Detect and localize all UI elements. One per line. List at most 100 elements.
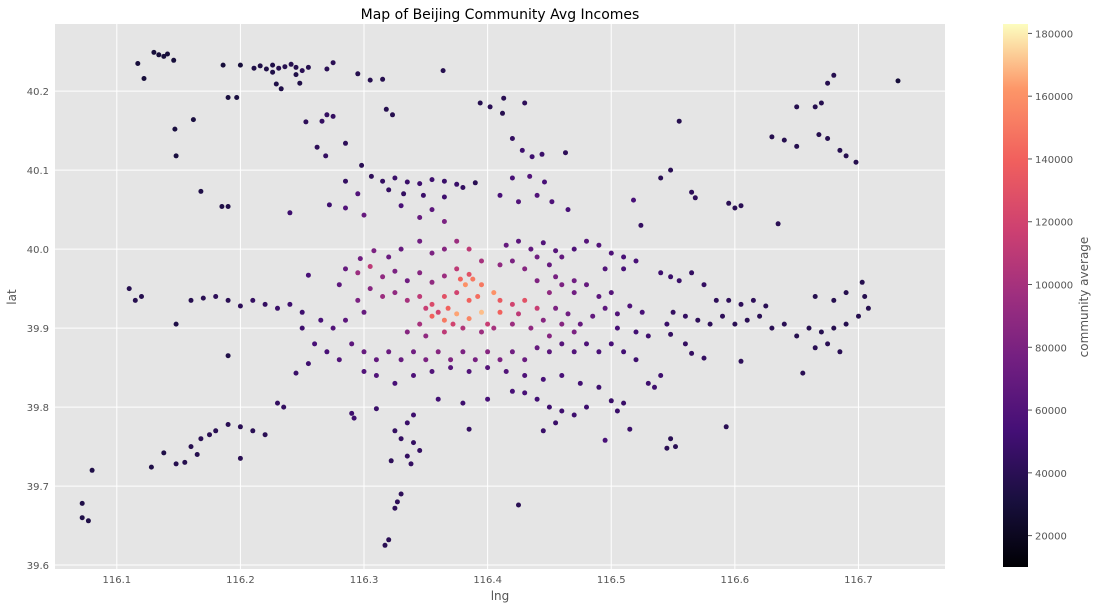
data-point: [435, 396, 441, 402]
data-point: [744, 317, 750, 323]
data-point: [324, 349, 330, 355]
data-point: [540, 317, 546, 323]
colorbar-tick-label: 20000: [1035, 532, 1067, 543]
data-point: [161, 450, 167, 456]
data-point: [225, 204, 231, 209]
data-point: [190, 117, 196, 123]
data-point: [534, 192, 540, 198]
y-tick-label: 39.9: [27, 324, 49, 335]
data-point: [812, 294, 818, 299]
data-point: [800, 370, 806, 376]
data-point: [188, 444, 194, 450]
data-point: [417, 238, 423, 244]
data-point: [522, 357, 528, 363]
data-point: [368, 173, 374, 179]
data-point: [89, 467, 95, 473]
data-point: [509, 136, 515, 141]
data-point: [417, 270, 423, 276]
data-point: [738, 203, 744, 209]
data-point: [534, 254, 540, 260]
data-point: [503, 369, 509, 374]
data-point: [293, 370, 299, 376]
data-point: [171, 57, 177, 63]
data-point: [281, 404, 287, 410]
data-point: [602, 266, 608, 272]
data-point: [135, 61, 141, 66]
data-point: [818, 100, 824, 106]
data-point: [390, 112, 395, 118]
colorbar-label: community average: [1077, 237, 1091, 358]
data-point: [466, 369, 472, 374]
data-point: [225, 297, 231, 303]
data-point: [132, 297, 138, 303]
data-point: [571, 246, 577, 252]
data-point: [633, 357, 639, 363]
data-point: [664, 321, 670, 327]
data-point: [692, 195, 698, 201]
y-tick-label: 40.0: [27, 245, 49, 256]
data-point: [689, 350, 695, 356]
data-point: [373, 373, 379, 378]
data-point: [584, 341, 589, 347]
data-point: [198, 188, 204, 194]
data-point: [398, 246, 404, 252]
data-point: [645, 380, 651, 386]
data-point: [831, 297, 837, 303]
data-point: [250, 297, 256, 303]
data-point: [519, 147, 525, 153]
data-point: [621, 349, 627, 355]
data-point: [417, 215, 423, 220]
data-point: [528, 325, 534, 331]
data-point: [466, 271, 472, 277]
data-point: [380, 76, 386, 82]
data-point: [293, 64, 299, 70]
data-point: [540, 376, 546, 382]
data-point: [404, 179, 410, 185]
data-point: [738, 358, 744, 364]
data-point: [571, 349, 577, 355]
data-point: [460, 349, 466, 355]
x-tick-label: 116.1: [102, 575, 131, 586]
data-point: [577, 321, 583, 327]
data-point: [460, 185, 466, 190]
data-point: [769, 325, 775, 331]
data-point: [299, 325, 305, 331]
data-point: [540, 428, 546, 434]
data-point: [398, 203, 404, 209]
data-point: [670, 309, 676, 315]
data-point: [559, 254, 565, 260]
data-point: [466, 297, 472, 303]
data-point: [812, 104, 818, 110]
chart-title: Map of Beijing Community Avg Incomes: [361, 7, 640, 23]
data-point: [151, 49, 157, 55]
data-point: [638, 222, 644, 228]
data-point: [161, 53, 167, 59]
data-point: [392, 505, 398, 511]
data-point: [165, 51, 170, 57]
data-point: [380, 274, 386, 280]
data-point: [658, 373, 664, 378]
data-point: [441, 194, 447, 200]
data-point: [534, 345, 540, 351]
data-point: [676, 278, 682, 284]
data-point: [312, 341, 318, 347]
data-point: [411, 373, 416, 378]
data-point: [522, 297, 528, 303]
data-point: [299, 309, 305, 315]
data-point: [565, 311, 571, 317]
data-points: [79, 49, 901, 548]
data-point: [263, 66, 269, 72]
data-point: [288, 61, 294, 67]
data-point: [509, 301, 515, 307]
colorbar-tick-label: 80000: [1035, 343, 1067, 354]
data-point: [225, 422, 231, 427]
data-point: [392, 175, 398, 181]
data-point: [429, 177, 435, 183]
data-point: [501, 95, 507, 101]
data-point: [386, 537, 392, 543]
x-tick-label: 116.5: [597, 575, 626, 586]
data-point: [411, 412, 416, 418]
y-tick-label: 39.6: [27, 561, 49, 572]
data-point: [305, 64, 311, 70]
data-point: [614, 325, 620, 331]
